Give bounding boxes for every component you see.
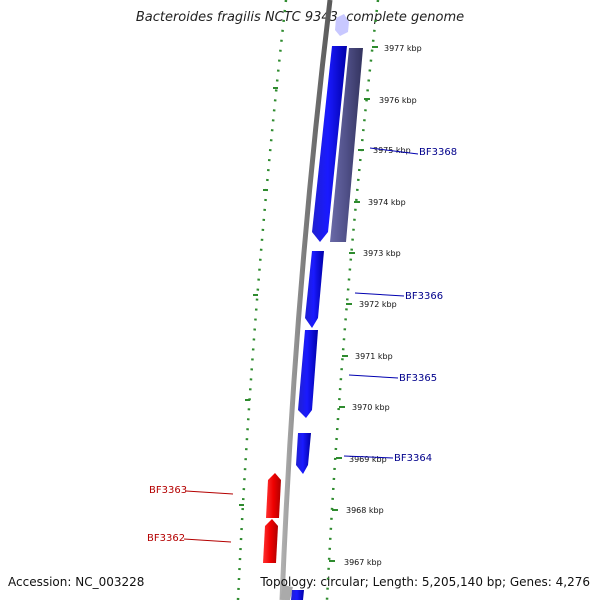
gene-label-bf3365[interactable]: BF3365 — [399, 373, 437, 384]
gene-arrow-bf3362 — [263, 519, 278, 563]
gene-label-bf3368[interactable]: BF3368 — [419, 147, 457, 158]
scale-label: 3977 kbp — [384, 44, 422, 53]
leader-line — [369, 147, 419, 155]
scale-label: 3976 kbp — [379, 96, 417, 105]
genome-backbone — [279, 0, 333, 600]
forward-genes — [291, 14, 349, 600]
gene-label-bf3366[interactable]: BF3366 — [405, 291, 443, 302]
gene-arrow-bf3366 — [305, 251, 324, 328]
gene-label-bf3364[interactable]: BF3364 — [394, 453, 432, 464]
gene-arrow-bf3364 — [296, 433, 311, 474]
scale-label: 3974 kbp — [368, 198, 406, 207]
scale-label: 3969 kbp — [349, 455, 387, 464]
scale-label: 3973 kbp — [363, 249, 401, 258]
leader-line — [354, 292, 405, 297]
scale-label: 3971 kbp — [355, 352, 393, 361]
feature-band — [330, 48, 363, 242]
leader-line — [348, 374, 399, 379]
outer-right-tick-rail — [325, 0, 380, 600]
reverse-genes — [263, 473, 281, 563]
accession-text: Accession: NC_003228 — [8, 575, 145, 589]
outer-left-tick-rail — [236, 0, 288, 600]
leader-line — [183, 538, 232, 543]
scale-label: 3968 kbp — [346, 506, 384, 515]
scale-label: 3972 kbp — [359, 300, 397, 309]
leader-line — [343, 455, 394, 459]
genome-summary-text: Topology: circular; Length: 5,205,140 bp… — [260, 575, 590, 589]
gene-arrow-bottom — [291, 590, 304, 600]
gene-label-bf3362[interactable]: BF3362 — [147, 533, 185, 544]
genome-title: Bacteroides fragilis NCTC 9343, complete… — [135, 10, 465, 25]
gene-arrow-top — [335, 14, 349, 36]
gene-label-bf3363[interactable]: BF3363 — [149, 485, 187, 496]
gene-arrow-bf3365 — [298, 330, 318, 418]
left-major-ticks — [239, 87, 278, 506]
leader-line — [185, 490, 234, 495]
scale-label: 3967 kbp — [344, 558, 382, 567]
scale-label: 3970 kbp — [352, 403, 390, 412]
genome-backbone-bottom — [280, 584, 293, 600]
gene-arrow-bf3368 — [312, 46, 347, 242]
gene-arrow-bf3363 — [266, 473, 281, 518]
reverse-gene-labels: BF3363 BF3362 — [147, 485, 234, 544]
forward-gene-labels: BF3368 BF3366 BF3365 BF3364 — [343, 147, 457, 464]
